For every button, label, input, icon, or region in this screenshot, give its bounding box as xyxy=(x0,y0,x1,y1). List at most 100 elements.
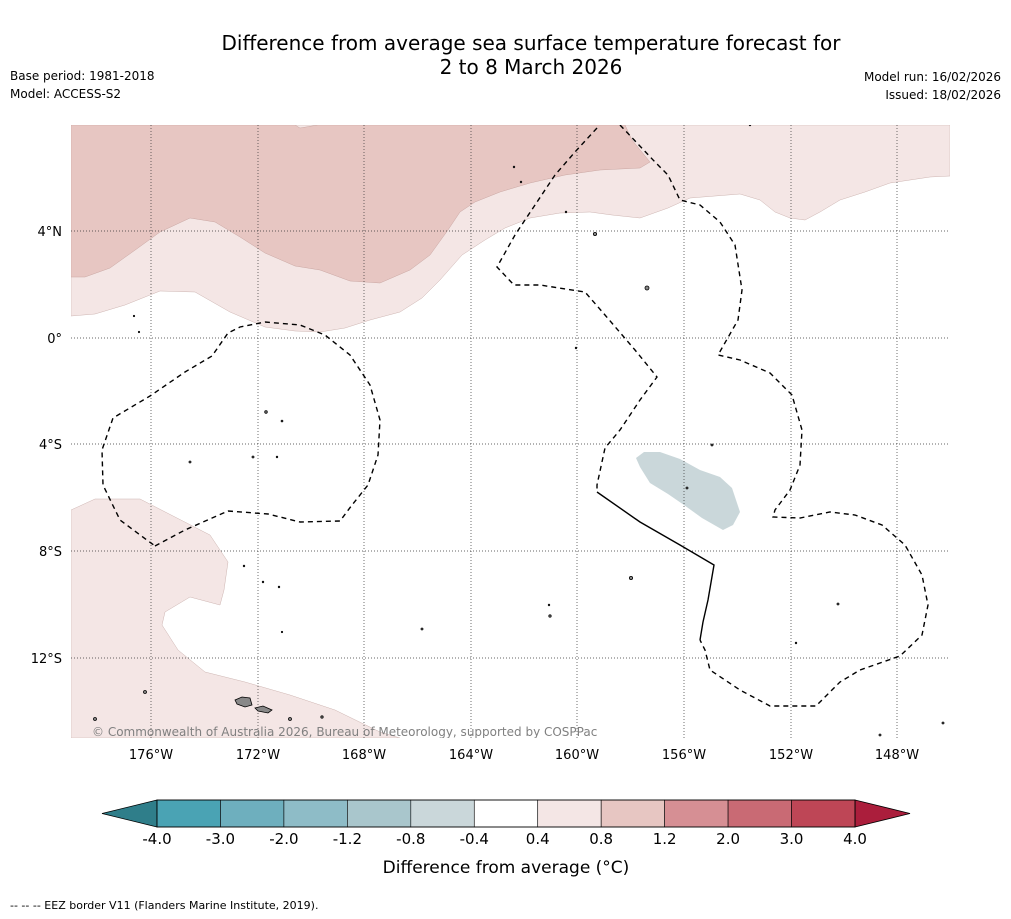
lon-label: 148°W xyxy=(875,748,919,763)
colorbar-tick-label: -2.0 xyxy=(269,830,298,848)
island-dot xyxy=(143,690,147,694)
chart-title: Difference from average sea surface temp… xyxy=(0,31,1011,79)
title-line-2: 2 to 8 March 2026 xyxy=(439,55,623,79)
colorbar-tick-label: -3.0 xyxy=(206,830,235,848)
lat-label: 0° xyxy=(47,332,62,347)
colorbar-tick-label: -4.0 xyxy=(142,830,171,848)
eez-border-west xyxy=(101,321,381,547)
lon-label: 164°W xyxy=(449,748,493,763)
island-dot xyxy=(574,346,578,350)
colorbar-segment xyxy=(156,799,221,828)
model-name: Model: ACCESS-S2 xyxy=(10,87,122,101)
colorbar-segments xyxy=(156,799,856,828)
colorbar-tick-label: 0.4 xyxy=(526,830,550,848)
copyright-notice: © Commonwealth of Australia 2026, Bureau… xyxy=(92,725,597,739)
colorbar-segment xyxy=(600,799,665,828)
colorbar-tick-label: 1.2 xyxy=(653,830,677,848)
island-dot xyxy=(280,419,284,423)
meta-left: Base period: 1981-2018 Model: ACCESS-S2 xyxy=(10,67,155,103)
island-dot xyxy=(320,715,324,719)
colorbar-tick-label: 0.8 xyxy=(589,830,613,848)
lon-label: 168°W xyxy=(342,748,386,763)
anomaly-region-cool-patch xyxy=(636,452,740,530)
colorbar-low-arrow xyxy=(101,799,158,828)
lat-label: 4°S xyxy=(39,438,62,453)
island-dot xyxy=(941,721,945,725)
title-line-1: Difference from average sea surface temp… xyxy=(221,31,841,55)
island-dot xyxy=(593,231,598,236)
colorbar-tick-label: 2.0 xyxy=(716,830,740,848)
colorbar-outline xyxy=(156,799,856,828)
eez-border-central-east xyxy=(619,125,929,707)
island-dot xyxy=(264,410,268,414)
island-dot xyxy=(420,627,424,631)
eez-border-solid-segment xyxy=(596,491,715,641)
lon-label: 172°W xyxy=(236,748,280,763)
colorbar-tick-label: 4.0 xyxy=(843,830,867,848)
lon-label: 176°W xyxy=(129,748,173,763)
colorbar-segment xyxy=(473,799,539,828)
lon-label: 152°W xyxy=(769,748,813,763)
island-dot xyxy=(836,602,840,606)
lat-label: 8°S xyxy=(39,545,62,560)
colorbar-tick-label: 3.0 xyxy=(780,830,804,848)
islands xyxy=(93,125,945,737)
colorbar-tick-label: -0.4 xyxy=(460,830,489,848)
island-dot xyxy=(188,460,192,464)
lat-label: 4°N xyxy=(38,225,63,240)
meta-right: Model run: 16/02/2026 Issued: 18/02/2026 xyxy=(864,68,1001,104)
colorbar-segment xyxy=(791,799,856,828)
island-dot xyxy=(93,717,97,721)
island-upolu xyxy=(254,705,273,714)
island-dot xyxy=(564,210,568,214)
colorbar-segment xyxy=(664,799,729,828)
colorbar-tick-labels: -4.0 -3.0 -2.0 -1.2 -0.8 -0.4 0.4 0.8 1.2 2.0 3.0 4… xyxy=(142,830,867,848)
island-dot xyxy=(644,285,650,291)
lon-label: 156°W xyxy=(662,748,706,763)
colorbar-segment xyxy=(727,799,792,828)
island-dot xyxy=(547,603,551,607)
island-dot xyxy=(629,576,634,581)
graticule xyxy=(71,125,950,738)
island-dot xyxy=(548,614,552,618)
island-dot xyxy=(519,180,523,184)
model-run: Model run: 16/02/2026 xyxy=(863,70,1001,84)
island-dot xyxy=(685,486,689,490)
island-dot xyxy=(275,455,279,459)
island-dot xyxy=(137,330,141,334)
lat-axis-labels: 4°N 0° 4°S 8°S 12°S xyxy=(31,225,62,667)
lon-axis-labels: 176°W 172°W 168°W 164°W 160°W 156°W 152°… xyxy=(129,748,919,763)
colorbar: -4.0 -3.0 -2.0 -1.2 -0.8 -0.4 0.4 0.8 1.2 2.0 3.0 4… xyxy=(101,799,911,878)
map-frame: © Commonwealth of Australia 2026, Bureau… xyxy=(71,125,950,739)
island-dot xyxy=(132,314,136,318)
island-savaii xyxy=(234,696,253,708)
island-dot xyxy=(280,630,284,634)
lat-label: 12°S xyxy=(31,652,62,667)
island-dot xyxy=(288,717,292,721)
colorbar-segment xyxy=(537,799,602,828)
eez-borders xyxy=(101,125,929,707)
colorbar-segment xyxy=(220,799,285,828)
colorbar-tick-label: -0.8 xyxy=(396,830,425,848)
island-dot xyxy=(512,165,516,169)
colorbar-segment xyxy=(283,799,348,828)
island-dot xyxy=(748,125,752,127)
issued-date: Issued: 18/02/2026 xyxy=(885,88,1001,102)
island-dot xyxy=(794,641,798,645)
colorbar-title: Difference from average (°C) xyxy=(383,858,630,878)
colorbar-tick-label: -1.2 xyxy=(333,830,362,848)
colorbar-segment xyxy=(347,799,412,828)
eez-footnote: -- -- -- EEZ border V11 (Flanders Marine… xyxy=(10,899,319,912)
base-period: Base period: 1981-2018 xyxy=(10,69,155,83)
lon-label: 160°W xyxy=(555,748,599,763)
island-dot xyxy=(710,443,714,447)
anomaly-region-light-warm-southwest xyxy=(71,498,401,738)
colorbar-segment xyxy=(410,799,475,828)
island-dot xyxy=(251,455,255,459)
colorbar-high-arrow xyxy=(854,799,911,828)
anomaly-region-medium-warm-north xyxy=(71,125,651,284)
island-dot xyxy=(878,733,882,737)
island-dot xyxy=(261,580,265,584)
eez-border-central xyxy=(496,127,658,492)
